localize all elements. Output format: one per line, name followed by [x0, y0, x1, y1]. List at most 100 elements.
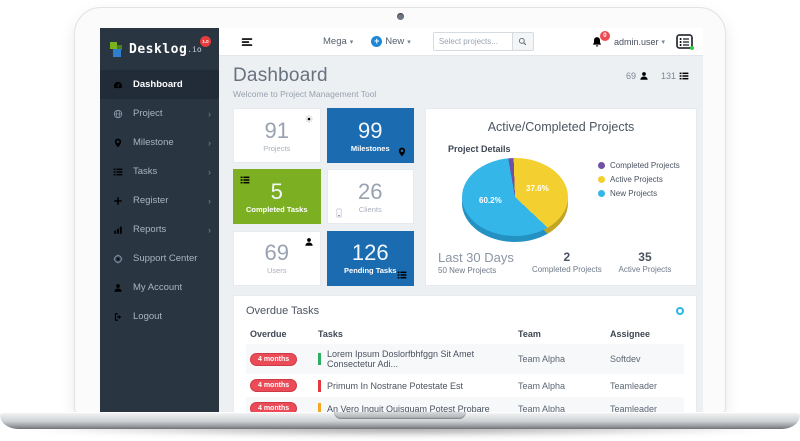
stat-label: Completed Tasks [245, 204, 308, 214]
summary-last-30-days: Last 30 Days 50 New Projects [438, 250, 528, 275]
stat-label: Milestones [350, 143, 390, 153]
stat-value: 99 [358, 117, 383, 143]
table-row[interactable]: 4 months Lorem Ipsum Doslorfbhfggn Sit A… [246, 344, 684, 374]
summary-label: Active Projects [618, 265, 672, 274]
sidebar-item-label: Dashboard [133, 79, 183, 90]
summary-label: Completed Projects [531, 265, 602, 274]
stat-card-clients[interactable]: 26 Clients [326, 169, 414, 225]
summary-value: 2 [563, 250, 571, 264]
user-menu[interactable]: admin.user ▾ [614, 37, 665, 47]
stat-cards: 91 Projects 99 Milestones 5 Completed Ta… [233, 108, 414, 286]
team-cell: Team Alpha [518, 380, 566, 391]
overdue-table: Overdue Tasks Team Assignee 4 months Lor… [246, 324, 684, 414]
task-accent-bar [318, 353, 321, 365]
stat-card-pending-tasks[interactable]: 126 Pending Tasks [326, 230, 414, 286]
stat-label: Clients [358, 204, 382, 214]
stat-card-milestones[interactable]: 99 Milestones [326, 108, 414, 163]
brand-name: Desklog [129, 41, 188, 57]
summary-label: 50 New Projects [438, 266, 497, 275]
page-subtitle: Welcome to Project Management Tool [233, 89, 377, 99]
stat-card-projects[interactable]: 91 Projects [233, 108, 321, 163]
header-task-count: 131 [661, 71, 689, 81]
table-row[interactable]: 4 months An Vero Inquit Quisquam Potest … [246, 397, 684, 414]
sidebar-item-label: Tasks [133, 166, 158, 177]
legend-label: Completed Projects [610, 161, 680, 170]
sidebar-item-label: My Account [133, 282, 183, 293]
projects-panel: Active/Completed Projects Project Detail… [425, 108, 697, 286]
sidebar-item-milestone[interactable]: Milestone › [100, 128, 219, 157]
search-button[interactable] [511, 33, 533, 50]
pie-chart: 60.2% 37.6% [462, 158, 568, 242]
notifications-button[interactable]: 0 [591, 30, 610, 48]
column-header-tasks: Tasks [318, 329, 343, 339]
refresh-circle-icon[interactable] [676, 307, 684, 315]
stat-value: 126 [351, 240, 389, 266]
desklog-tracker-button[interactable] [676, 34, 694, 50]
globe-icon [113, 109, 123, 119]
sidebar-item-register[interactable]: Register › [100, 186, 219, 215]
task-title: Lorem Ipsum Doslorfbhfggn Sit Amet Conse… [327, 349, 475, 369]
overdue-title: Overdue Tasks [246, 305, 320, 317]
legend-label: Active Projects [610, 175, 663, 184]
task-accent-bar [318, 379, 321, 392]
task-list-icon [397, 270, 407, 280]
pie-slice-label-new: 60.2% [479, 196, 502, 205]
sidebar-item-dashboard[interactable]: Dashboard [100, 70, 219, 99]
sidebar-item-label: Logout [133, 311, 163, 322]
brand-logo[interactable]: Desklog .io 1.0 [100, 28, 219, 70]
project-search [432, 32, 534, 51]
sidebar-item-support-center[interactable]: Support Center [100, 244, 219, 273]
search-icon [518, 37, 527, 46]
column-header-team: Team [518, 329, 541, 339]
chevron-right-icon: › [208, 166, 211, 177]
mega-dropdown[interactable]: Mega ▾ [323, 36, 353, 47]
page-title: Dashboard [233, 65, 328, 86]
assignee-cell: Softdev [610, 354, 641, 364]
projects-summary: Last 30 Days 50 New Projects 2 Completed… [426, 250, 696, 275]
sidebar-item-label: Register [133, 195, 169, 206]
chevron-down-icon: ▾ [349, 38, 354, 46]
stat-card-completed-tasks[interactable]: 5 Completed Tasks [233, 169, 321, 225]
topbar: Mega ▾ + New ▾ 0 [219, 28, 703, 56]
stat-label: Pending Tasks [344, 266, 397, 276]
task-list-icon [240, 175, 250, 185]
app-screen: Desklog .io 1.0 Dashboard Project › Mile… [100, 28, 703, 414]
sidebar-item-project[interactable]: Project › [100, 99, 219, 128]
legend-label: New Projects [610, 189, 658, 198]
sidebar-item-my-account[interactable]: My Account [100, 273, 219, 302]
summary-completed: 2 Completed Projects [528, 250, 606, 275]
mobile-icon [334, 208, 344, 218]
overdue-tasks-panel: Overdue Tasks Overdue Tasks Team Assigne… [233, 295, 697, 414]
online-status-dot [690, 46, 694, 50]
table-row[interactable]: 4 months Primum In Nostrane Potestate Es… [246, 374, 684, 397]
menu-toggle-icon[interactable] [241, 36, 253, 48]
team-cell: Team Alpha [518, 403, 566, 414]
search-input[interactable] [433, 33, 512, 50]
legend-dot [598, 176, 605, 183]
new-dropdown[interactable]: + New ▾ [371, 36, 411, 47]
laptop-base-notch [334, 412, 466, 419]
sidebar-item-reports[interactable]: Reports › [100, 215, 219, 244]
sidebar-item-label: Milestone [133, 137, 174, 148]
chevron-down-icon: ▾ [661, 38, 665, 46]
sidebar-item-label: Support Center [133, 253, 198, 264]
sidebar-item-label: Reports [133, 224, 167, 235]
sidebar-item-logout[interactable]: Logout [100, 302, 219, 331]
stat-card-users[interactable]: 69 Users [233, 230, 321, 286]
webcam-dot [397, 13, 404, 20]
chevron-right-icon: › [208, 108, 211, 119]
stat-value: 5 [270, 178, 283, 204]
column-header-overdue: Overdue [250, 329, 287, 339]
gear-icon [304, 114, 314, 124]
chevron-right-icon: › [208, 195, 211, 206]
summary-active: 35 Active Projects [606, 250, 684, 275]
notification-badge: 0 [599, 30, 610, 41]
sidebar-item-tasks[interactable]: Tasks › [100, 157, 219, 186]
summary-value: Last 30 Days [438, 250, 514, 265]
task-list-icon [679, 71, 689, 81]
task-accent-bar [318, 402, 321, 414]
laptop-base [0, 412, 800, 429]
assignee-cell: Teamleader [610, 403, 658, 414]
task-title: An Vero Inquit Quisquam Potest Probare [327, 403, 490, 414]
